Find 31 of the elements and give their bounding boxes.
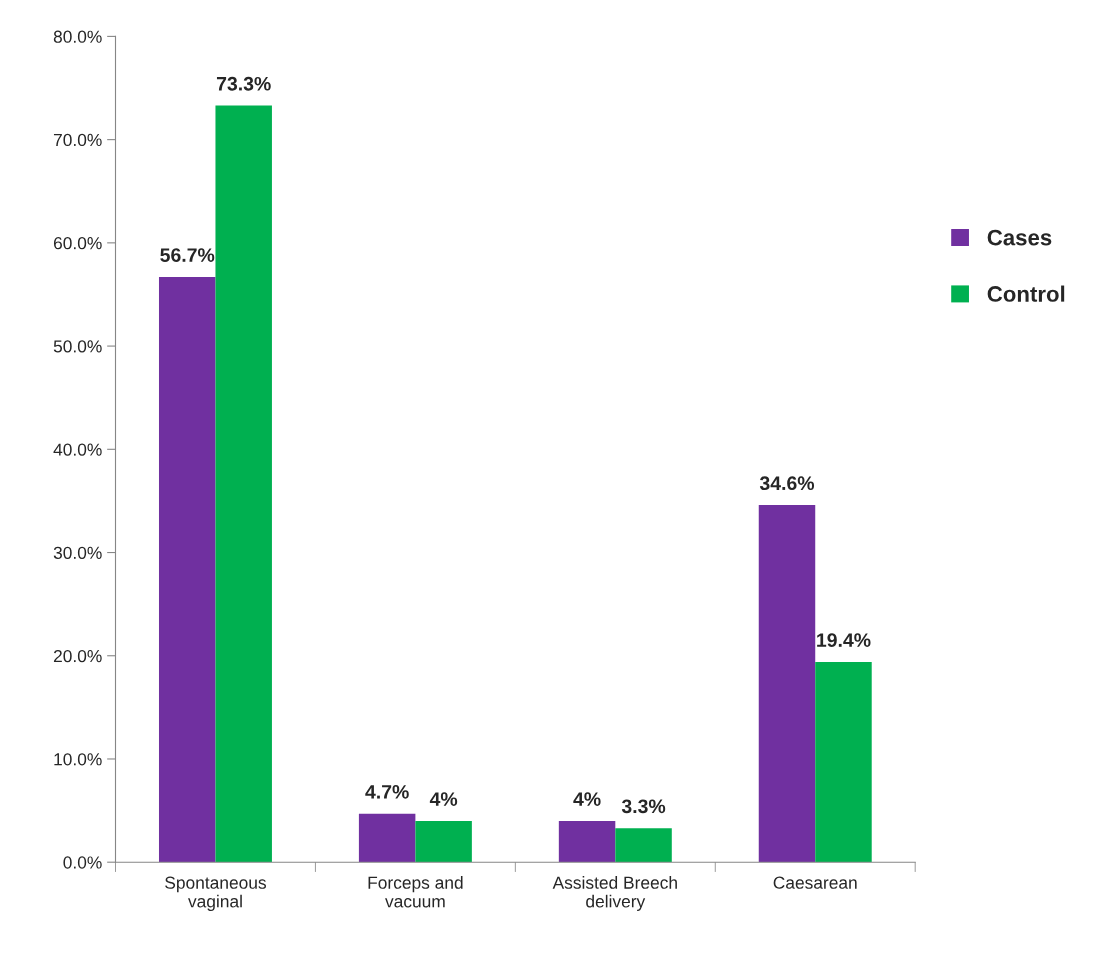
bar — [558, 820, 616, 863]
x-tick-label: Assisted Breech delivery — [552, 876, 677, 911]
data-label: 4% — [429, 792, 458, 806]
data-label: 73.3% — [216, 76, 271, 91]
y-tick-label: 0.0% — [63, 856, 102, 869]
legend-label: Control — [987, 285, 1065, 302]
bar — [815, 661, 872, 863]
bar — [758, 505, 816, 863]
x-tick-label: Forceps and vacuum — [368, 876, 463, 908]
data-label: 56.7% — [160, 248, 215, 262]
bar — [415, 820, 472, 863]
bar — [158, 276, 216, 863]
y-tick-label: 20.0% — [53, 649, 102, 663]
legend-label: Cases — [987, 229, 1052, 246]
bar — [615, 828, 672, 863]
y-tick-label: 40.0% — [53, 443, 102, 456]
bar — [358, 813, 416, 863]
bar — [215, 105, 272, 863]
x-tick-label: Caesarean — [773, 876, 857, 889]
y-tick-label: 60.0% — [53, 237, 102, 250]
x-tick-label: Spontaneous vaginal — [165, 876, 266, 911]
data-label: 34.6% — [759, 476, 815, 491]
y-tick-label: 70.0% — [53, 133, 102, 147]
y-tick-label: 10.0% — [54, 753, 102, 766]
y-tick-label: 30.0% — [53, 546, 102, 559]
data-label: 4.7% — [365, 785, 409, 799]
y-tick-label: 50.0% — [53, 340, 102, 353]
data-label: 3.3% — [621, 799, 666, 814]
data-label: 19.4% — [817, 633, 871, 647]
y-tick-label: 80.0% — [53, 30, 102, 43]
data-label: 4% — [573, 792, 601, 806]
